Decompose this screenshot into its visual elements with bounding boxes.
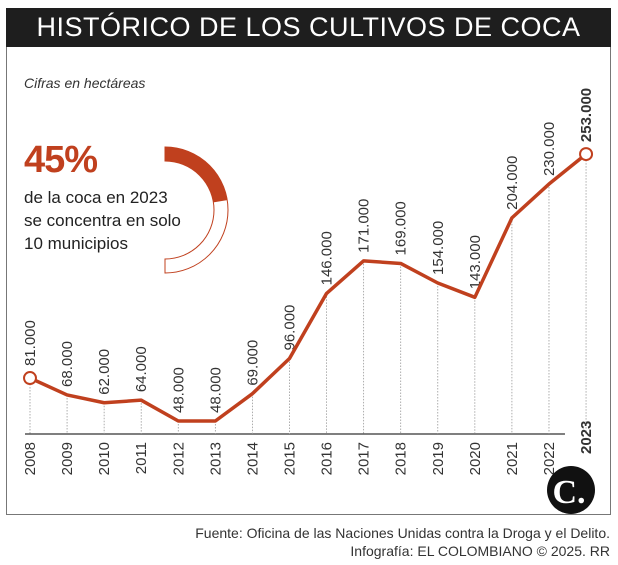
year-tick-label: 2023 bbox=[578, 421, 595, 454]
source-text: Fuente: Oficina de las Naciones Unidas c… bbox=[195, 525, 610, 541]
data-label: 81.000 bbox=[22, 320, 39, 366]
year-tick-label: 2016 bbox=[319, 442, 336, 475]
chart-title: HISTÓRICO DE LOS CULTIVOS DE COCA bbox=[6, 8, 611, 47]
credit-text: Infografía: EL COLOMBIANO © 2025. RR bbox=[350, 543, 610, 559]
year-tick-label: 2013 bbox=[207, 442, 224, 475]
data-label: 154.000 bbox=[430, 221, 447, 275]
data-label: 48.000 bbox=[170, 367, 187, 413]
year-tick-label: 2022 bbox=[541, 442, 558, 475]
data-label: 96.000 bbox=[281, 305, 298, 351]
data-label: 64.000 bbox=[133, 346, 150, 392]
year-tick-label: 2018 bbox=[393, 442, 410, 475]
year-tick-label: 2019 bbox=[430, 442, 447, 475]
year-tick-label: 2021 bbox=[504, 442, 521, 475]
data-label: 253.000 bbox=[578, 88, 595, 142]
data-label: 146.000 bbox=[319, 231, 336, 285]
note-line: se concentra en solo bbox=[24, 211, 181, 230]
footer: Fuente: Oficina de las Naciones Unidas c… bbox=[195, 524, 610, 560]
highlight-percent: 45% bbox=[24, 139, 98, 181]
year-tick-label: 2012 bbox=[170, 442, 187, 475]
data-label: 230.000 bbox=[541, 122, 558, 176]
year-tick-label: 2011 bbox=[133, 442, 150, 474]
year-tick-label: 2015 bbox=[281, 442, 298, 475]
note-line: 10 municipios bbox=[24, 234, 128, 253]
endpoint-marker bbox=[23, 371, 37, 386]
year-tick-label: 2014 bbox=[244, 442, 261, 475]
logo-badge bbox=[547, 466, 595, 514]
donut-fill bbox=[165, 147, 228, 203]
year-tick-label: 2017 bbox=[356, 442, 373, 475]
endpoint-marker bbox=[579, 147, 594, 162]
year-tick-label: 2020 bbox=[467, 442, 484, 475]
data-label: 68.000 bbox=[59, 341, 76, 387]
year-tick-label: 2008 bbox=[22, 442, 39, 475]
highlight-note: de la coca en 2023 se concentra en solo … bbox=[24, 186, 214, 255]
data-label: 48.000 bbox=[207, 367, 224, 413]
data-label: 62.000 bbox=[96, 349, 113, 395]
data-label: 169.000 bbox=[393, 201, 410, 255]
series-line bbox=[29, 152, 588, 423]
note-line: de la coca en 2023 bbox=[24, 188, 168, 207]
data-label: 204.000 bbox=[504, 156, 521, 210]
data-label: 171.000 bbox=[356, 199, 373, 253]
logo-text: C. bbox=[552, 474, 585, 511]
chart-subtitle: Cifras en hectáreas bbox=[24, 75, 146, 91]
year-tick-label: 2009 bbox=[59, 442, 76, 475]
year-tick-label: 2010 bbox=[96, 442, 113, 475]
data-label: 143.000 bbox=[467, 235, 484, 289]
data-label: 69.000 bbox=[244, 340, 261, 386]
